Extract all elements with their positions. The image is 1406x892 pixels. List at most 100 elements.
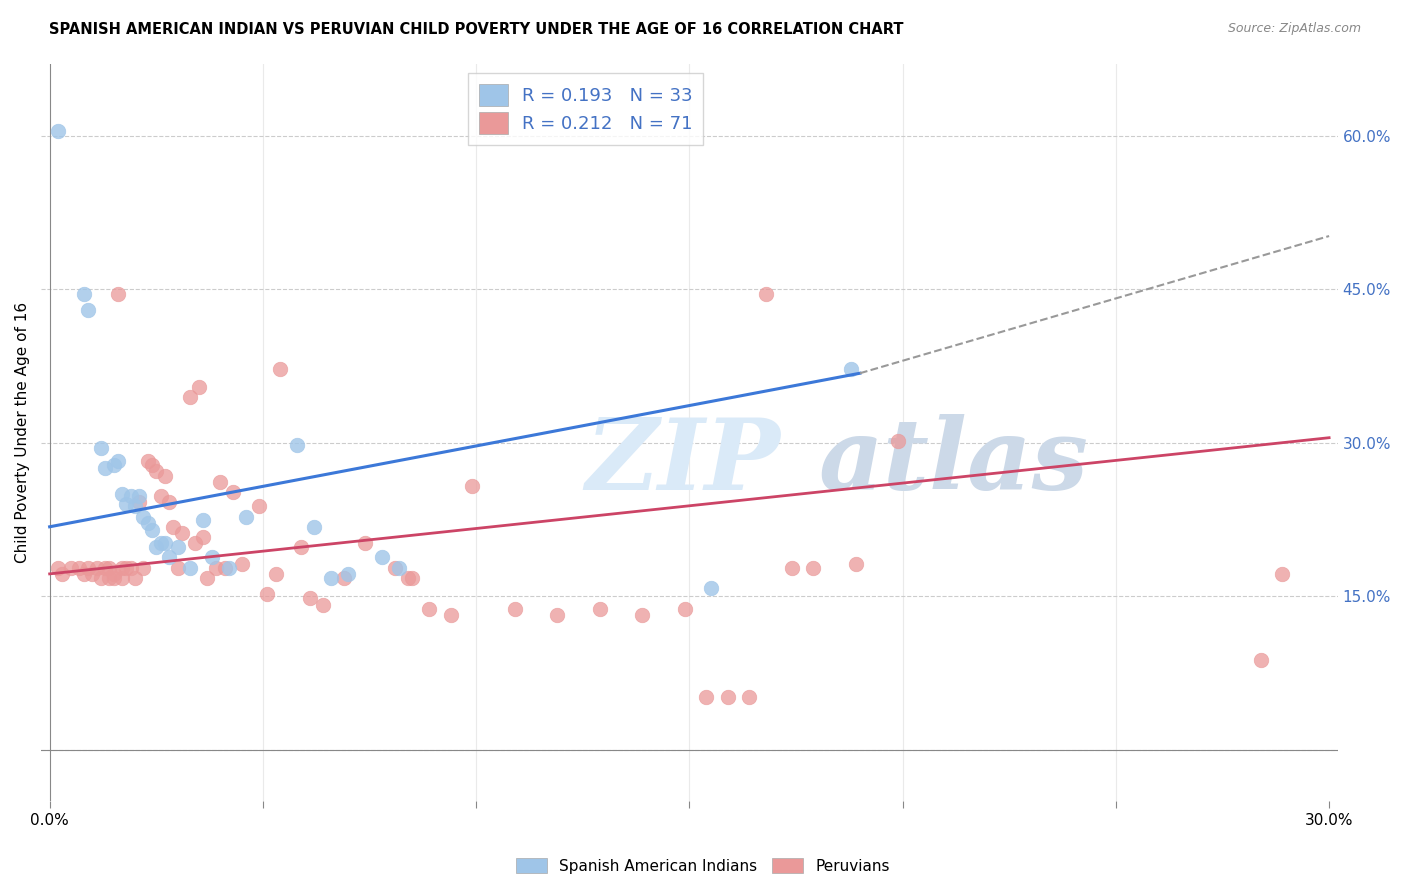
- Point: [157, 550, 180, 565]
- Point: [197, 571, 219, 585]
- Point: [179, 390, 201, 404]
- Point: [418, 601, 440, 615]
- Point: [801, 560, 824, 574]
- Point: [205, 560, 228, 574]
- Point: [699, 581, 721, 595]
- Point: [132, 509, 155, 524]
- Point: [115, 560, 138, 574]
- Point: [264, 566, 287, 581]
- Point: [162, 520, 184, 534]
- Text: atlas: atlas: [820, 414, 1090, 510]
- Point: [94, 560, 117, 574]
- Point: [149, 489, 172, 503]
- Point: [136, 454, 159, 468]
- Point: [157, 495, 180, 509]
- Point: [589, 601, 612, 615]
- Point: [98, 560, 121, 574]
- Point: [128, 489, 150, 503]
- Point: [193, 530, 215, 544]
- Point: [107, 287, 129, 301]
- Text: SPANISH AMERICAN INDIAN VS PERUVIAN CHILD POVERTY UNDER THE AGE OF 16 CORRELATIO: SPANISH AMERICAN INDIAN VS PERUVIAN CHIL…: [49, 22, 904, 37]
- Point: [166, 560, 188, 574]
- Point: [128, 495, 150, 509]
- Point: [738, 690, 761, 704]
- Point: [302, 520, 325, 534]
- Text: ZIP: ZIP: [586, 414, 780, 510]
- Point: [845, 557, 868, 571]
- Point: [51, 566, 73, 581]
- Point: [94, 461, 117, 475]
- Point: [59, 560, 82, 574]
- Point: [439, 607, 461, 622]
- Point: [153, 536, 176, 550]
- Point: [780, 560, 803, 574]
- Point: [141, 523, 163, 537]
- Point: [90, 441, 112, 455]
- Point: [136, 516, 159, 530]
- Point: [209, 475, 232, 489]
- Text: Source: ZipAtlas.com: Source: ZipAtlas.com: [1227, 22, 1361, 36]
- Point: [98, 571, 121, 585]
- Point: [337, 566, 360, 581]
- Point: [755, 287, 778, 301]
- Point: [166, 541, 188, 555]
- Point: [187, 379, 209, 393]
- Point: [841, 362, 863, 376]
- Point: [673, 601, 696, 615]
- Y-axis label: Child Poverty Under the Age of 16: Child Poverty Under the Age of 16: [15, 302, 30, 563]
- Point: [290, 541, 312, 555]
- Point: [115, 497, 138, 511]
- Point: [401, 571, 423, 585]
- Point: [546, 607, 568, 622]
- Point: [201, 550, 224, 565]
- Point: [77, 302, 100, 317]
- Point: [107, 454, 129, 468]
- Point: [149, 536, 172, 550]
- Point: [69, 560, 91, 574]
- Point: [124, 571, 146, 585]
- Point: [73, 566, 96, 581]
- Point: [354, 536, 377, 550]
- Point: [235, 509, 257, 524]
- Point: [46, 123, 69, 137]
- Point: [311, 598, 333, 612]
- Point: [103, 566, 125, 581]
- Legend: Spanish American Indians, Peruvians: Spanish American Indians, Peruvians: [510, 852, 896, 880]
- Point: [1271, 566, 1294, 581]
- Point: [333, 571, 356, 585]
- Point: [103, 458, 125, 473]
- Point: [193, 513, 215, 527]
- Point: [631, 607, 654, 622]
- Point: [371, 550, 394, 565]
- Point: [77, 560, 100, 574]
- Point: [111, 571, 134, 585]
- Point: [145, 465, 167, 479]
- Point: [298, 591, 321, 606]
- Point: [384, 560, 406, 574]
- Point: [285, 438, 308, 452]
- Point: [222, 485, 245, 500]
- Point: [695, 690, 717, 704]
- Point: [46, 560, 69, 574]
- Point: [132, 560, 155, 574]
- Point: [396, 571, 419, 585]
- Point: [269, 362, 291, 376]
- Point: [214, 560, 236, 574]
- Point: [388, 560, 411, 574]
- Point: [82, 566, 104, 581]
- Point: [90, 571, 112, 585]
- Point: [111, 487, 134, 501]
- Point: [124, 500, 146, 514]
- Point: [145, 541, 167, 555]
- Point: [503, 601, 526, 615]
- Point: [218, 560, 240, 574]
- Point: [73, 287, 96, 301]
- Point: [887, 434, 910, 448]
- Legend: R = 0.193   N = 33, R = 0.212   N = 71: R = 0.193 N = 33, R = 0.212 N = 71: [468, 73, 703, 145]
- Point: [183, 536, 205, 550]
- Point: [717, 690, 740, 704]
- Point: [170, 525, 193, 540]
- Point: [120, 489, 142, 503]
- Point: [153, 468, 176, 483]
- Point: [231, 557, 253, 571]
